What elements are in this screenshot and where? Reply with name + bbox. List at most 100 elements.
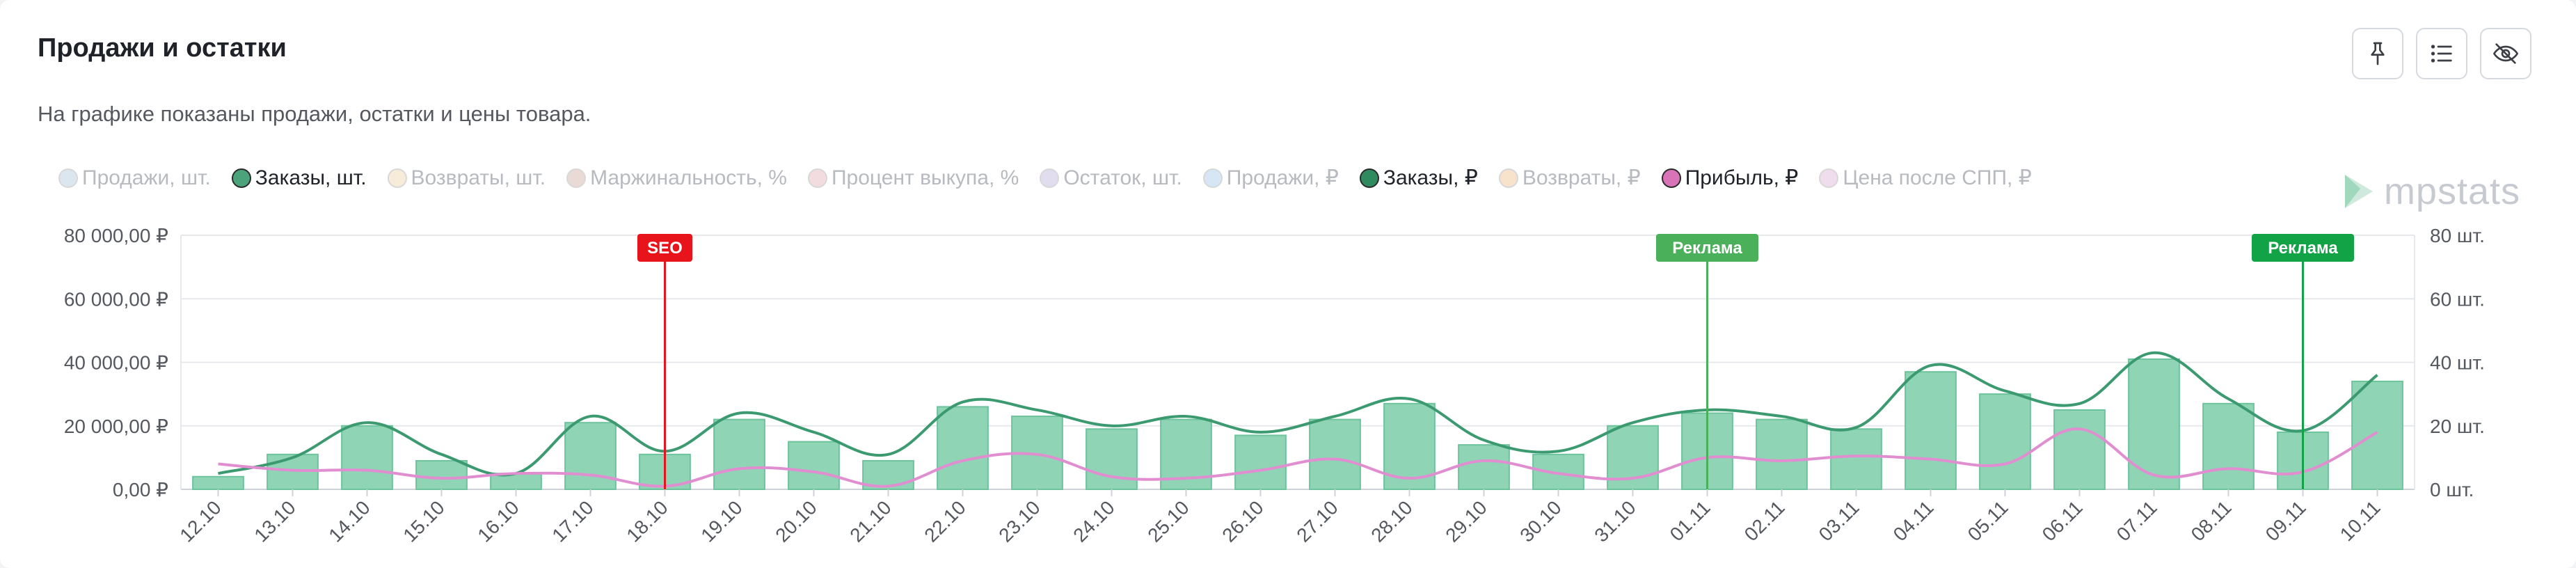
bar <box>713 418 765 490</box>
series-line <box>218 427 2378 488</box>
bar <box>2202 402 2255 490</box>
legend-item[interactable]: Возвраты, ₽ <box>1498 166 1641 190</box>
series-line <box>218 351 2378 477</box>
legend-marker <box>58 168 78 188</box>
x-tick-label: 22.10 <box>920 496 969 546</box>
legend-label: Заказы, ₽ <box>1383 166 1478 189</box>
x-tick-label: 30.10 <box>1516 496 1565 546</box>
legend-marker <box>1359 168 1379 188</box>
x-tick-label: 31.10 <box>1590 496 1639 546</box>
legend-label: Прибыль, ₽ <box>1685 166 1799 189</box>
legend-item[interactable]: Продажи, шт. <box>58 166 211 190</box>
legend-marker <box>1498 168 1518 188</box>
bar <box>2128 358 2180 490</box>
bar <box>192 475 244 490</box>
bar <box>1979 393 2031 490</box>
list-icon <box>2431 45 2452 63</box>
annotation-label: SEO <box>647 239 683 258</box>
legend-label: Продажи, ₽ <box>1226 166 1339 189</box>
legend-item[interactable]: Возвраты, шт. <box>387 166 546 190</box>
y-right-tick-label: 60 шт. <box>2430 288 2485 310</box>
legend-marker <box>807 168 827 188</box>
hide-button[interactable] <box>2480 28 2531 79</box>
bar <box>1086 428 1138 490</box>
bar <box>1234 434 1287 490</box>
x-tick-label: 14.10 <box>324 496 374 546</box>
bar <box>1905 371 1957 490</box>
legend-item[interactable]: Процент выкупа, % <box>807 166 1019 190</box>
x-tick-label: 06.11 <box>2038 496 2087 545</box>
list-button[interactable] <box>2416 28 2467 79</box>
y-left-tick-label: 60 000,00 ₽ <box>64 288 168 310</box>
x-tick-label: 21.10 <box>845 496 895 546</box>
mpstats-logo-icon <box>2344 175 2373 208</box>
y-left-tick-label: 80 000,00 ₽ <box>64 225 168 246</box>
sales-chart: 0,00 ₽ 20 000,00 ₽ 40 000,00 ₽ 60 000,00 ₽ 8… <box>64 225 2485 546</box>
legend-item[interactable]: Заказы, шт. <box>231 166 367 190</box>
x-tick-label: 16.10 <box>473 496 523 546</box>
x-tick-label: 27.10 <box>1292 496 1342 546</box>
bar <box>937 406 989 490</box>
x-tick-label: 02.11 <box>1740 496 1789 545</box>
legend-marker <box>1202 168 1223 188</box>
y-right-tick-label: 40 шт. <box>2430 352 2485 374</box>
y-right-tick-label: 20 шт. <box>2430 416 2485 437</box>
x-tick-label: 05.11 <box>1964 496 2012 545</box>
legend-item[interactable]: Маржинальность, % <box>566 166 787 190</box>
legend-marker <box>387 168 407 188</box>
pin-icon <box>2371 42 2385 65</box>
x-tick-label: 28.10 <box>1367 496 1416 546</box>
x-tick-label: 24.10 <box>1069 496 1118 546</box>
card-subtitle: На графике показаны продажи, остатки и ц… <box>38 102 591 126</box>
x-tick-label: 17.10 <box>548 496 597 546</box>
legend-item[interactable]: Цена после СПП, ₽ <box>1819 166 2032 190</box>
legend-item[interactable]: Заказы, ₽ <box>1359 166 1478 190</box>
bar <box>1532 453 1584 490</box>
x-tick-label: 20.10 <box>771 496 820 546</box>
legend-marker <box>1661 168 1681 188</box>
annotation-label: Реклама <box>1672 239 1742 258</box>
y-left-tick-label: 40 000,00 ₽ <box>64 352 168 374</box>
x-tick-label: 26.10 <box>1218 496 1267 546</box>
legend-marker <box>566 168 587 188</box>
x-tick-label: 25.10 <box>1143 496 1193 546</box>
x-tick-label: 03.11 <box>1815 496 1863 545</box>
legend-label: Возвраты, ₽ <box>1522 166 1641 189</box>
legend-label: Процент выкупа, % <box>831 166 1019 189</box>
legend-marker <box>231 168 251 188</box>
y-right-tick-label: 80 шт. <box>2430 225 2485 246</box>
annotation-badge <box>2252 234 2354 262</box>
x-tick-label: 18.10 <box>622 496 671 546</box>
legend-label: Заказы, шт. <box>255 166 367 189</box>
logo-text: mpstats <box>2383 171 2520 212</box>
legend-label: Продажи, шт. <box>82 166 211 189</box>
legend-label: Маржинальность, % <box>590 166 787 189</box>
x-tick-label: 19.10 <box>697 496 746 546</box>
bar <box>1830 428 1882 490</box>
legend-item[interactable]: Продажи, ₽ <box>1202 166 1339 190</box>
legend-label: Возвраты, шт. <box>411 166 546 189</box>
bar <box>2053 409 2106 490</box>
bar <box>415 459 468 490</box>
legend-item[interactable]: Остаток, шт. <box>1040 166 1182 190</box>
x-tick-label: 23.10 <box>994 496 1044 546</box>
pin-button[interactable] <box>2352 28 2403 79</box>
legend-label: Остаток, шт. <box>1063 166 1182 189</box>
bar <box>1756 418 1808 490</box>
legend-item[interactable]: Прибыль, ₽ <box>1661 166 1799 190</box>
x-tick-label: 07.11 <box>2113 496 2161 545</box>
x-tick-label: 12.10 <box>175 496 225 546</box>
legend-marker <box>1819 168 1839 188</box>
x-tick-label: 29.10 <box>1441 496 1490 546</box>
x-tick-label: 04.11 <box>1889 496 1938 545</box>
x-tick-label: 01.11 <box>1666 496 1715 545</box>
annotation-badge <box>1656 234 1758 262</box>
x-tick-label: 10.11 <box>2336 496 2385 545</box>
bar <box>564 422 617 490</box>
y-left-tick-label: 0,00 ₽ <box>113 479 168 500</box>
legend-marker <box>1040 168 1060 188</box>
chart-legend: Продажи, шт. Заказы, шт. Возвраты, шт. Марж… <box>58 166 2032 190</box>
x-tick-label: 08.11 <box>2187 496 2236 545</box>
card-toolbar <box>2352 28 2531 79</box>
